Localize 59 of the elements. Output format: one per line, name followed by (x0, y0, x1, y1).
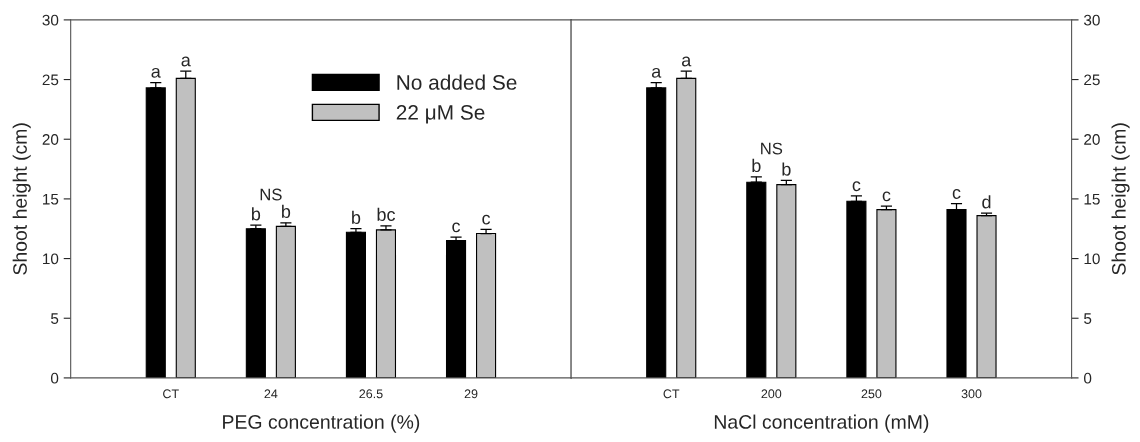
y-tick-label: 25 (1084, 74, 1100, 86)
data-label: c (852, 181, 861, 192)
x-tick-label: 26.5 (359, 389, 383, 399)
y-tick-label: 30 (42, 14, 59, 26)
x-tick-label: CT (163, 389, 179, 399)
data-label: d (982, 195, 991, 209)
data-label: b (252, 207, 261, 221)
bar (245, 228, 266, 378)
data-label: c (482, 214, 491, 225)
legend-label: No added Se (397, 74, 517, 90)
y-tick-label: 10 (1084, 253, 1100, 265)
legend-label: 22 μM Se (396, 105, 485, 124)
data-label: b (352, 210, 361, 224)
data-label: b (782, 162, 791, 176)
x-tick-label: 24 (264, 389, 278, 399)
y-axis-title: Shoot height (cm) (1111, 123, 1130, 275)
bar (646, 87, 667, 378)
bar (375, 229, 397, 378)
y-tick-label: 10 (43, 253, 59, 265)
bar (876, 209, 897, 378)
bar (145, 87, 166, 378)
x-axis-title: PEG concentration (%) (223, 414, 420, 433)
bar (746, 181, 767, 378)
x-tick-label: 200 (761, 389, 782, 399)
bar (345, 231, 367, 378)
y-tick-label: 15 (1084, 193, 1100, 205)
y-tick-label: 15 (43, 193, 59, 205)
x-tick-label: CT (663, 389, 680, 399)
data-label: a (651, 67, 662, 78)
y-tick-label: 0 (50, 372, 59, 384)
bar (776, 184, 797, 378)
y-tick-label: 30 (1083, 14, 1100, 26)
y-tick-label: 20 (1084, 134, 1100, 145)
y-tick-label: 5 (1084, 313, 1092, 324)
annotation: NS (761, 142, 783, 155)
data-label: a (681, 56, 692, 67)
annotation: NS (260, 188, 282, 201)
y-tick-label: 25 (42, 74, 59, 86)
y-tick-label: 5 (50, 313, 59, 324)
x-tick-label: 29 (464, 389, 478, 399)
x-axis-title: NaCl concentration (mM) (714, 414, 929, 433)
y-axis-title: Shoot height (cm) (12, 123, 31, 275)
data-label: a (181, 56, 191, 67)
bar (445, 240, 467, 378)
data-label: bc (377, 207, 396, 221)
bar (275, 225, 296, 378)
data-label: c (452, 222, 461, 233)
bar (475, 232, 497, 378)
data-label: b (282, 204, 291, 219)
bar (976, 215, 997, 378)
y-tick-label: 0 (1084, 372, 1092, 384)
data-label: b (752, 158, 761, 173)
x-tick-label: 250 (861, 389, 882, 399)
data-label: a (151, 67, 161, 78)
bar (846, 200, 867, 378)
x-tick-label: 300 (961, 389, 982, 399)
data-label: c (952, 189, 961, 199)
data-label: c (882, 191, 891, 202)
y-tick-label: 20 (42, 134, 59, 145)
